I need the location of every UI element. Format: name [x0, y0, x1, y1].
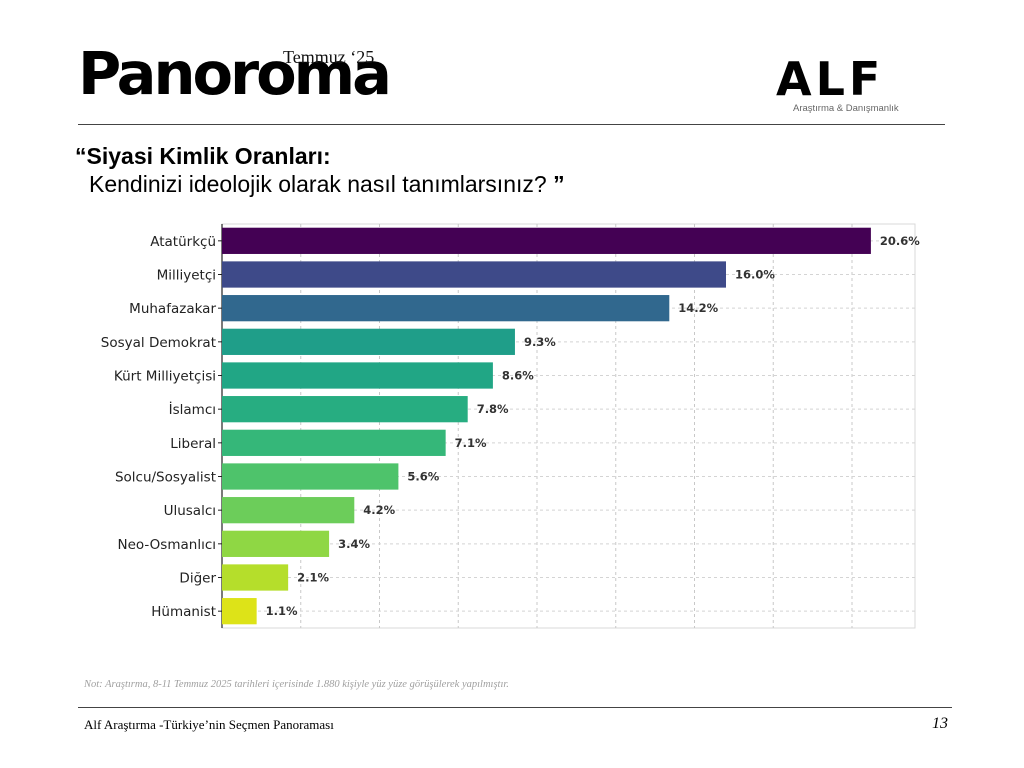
value-label: 1.1%	[266, 604, 298, 618]
value-label: 16.0%	[735, 268, 775, 282]
slide-question-close-quote: ”	[553, 171, 565, 197]
slide-question: Kendinizi ideolojik olarak nasıl tanımla…	[89, 171, 565, 198]
header-divider	[78, 124, 945, 125]
category-label: Liberal	[170, 436, 216, 452]
chart-bars	[222, 227, 871, 625]
category-label: İslamcı	[169, 400, 216, 418]
category-label: Atatürkçü	[150, 234, 216, 250]
category-label: Muhafazakar	[129, 301, 216, 317]
value-label: 9.3%	[524, 335, 556, 349]
value-label: 2.1%	[297, 571, 329, 585]
bar	[222, 530, 330, 557]
bar	[222, 362, 493, 389]
value-label: 8.6%	[502, 369, 534, 383]
bar	[222, 261, 726, 288]
category-label: Hümanist	[151, 604, 216, 620]
bar	[222, 295, 670, 322]
slide-question-text: Kendinizi ideolojik olarak nasıl tanımla…	[89, 171, 547, 197]
bar	[222, 463, 399, 490]
slide-title: “Siyasi Kimlik Oranları:	[75, 143, 331, 169]
alf-logo: ALF	[776, 52, 885, 106]
category-label: Neo-Osmanlıcı	[118, 537, 216, 553]
value-label: 20.6%	[880, 234, 920, 248]
footer-divider	[78, 707, 952, 708]
bar	[222, 564, 289, 591]
bar	[222, 396, 468, 423]
value-label: 7.1%	[455, 436, 487, 450]
bar	[222, 328, 515, 355]
footer-source: Alf Araştırma -Türkiye’nin Seçmen Panora…	[84, 717, 334, 732]
edition-label: Temmuz ‘25	[283, 47, 375, 67]
category-label: Kürt Milliyetçisi	[114, 369, 216, 385]
category-label: Milliyetçi	[157, 268, 216, 284]
panorama-logo: Panoroma	[78, 39, 392, 108]
value-label: 5.6%	[407, 470, 439, 484]
category-label: Sosyal Demokrat	[101, 335, 216, 351]
value-label: 3.4%	[338, 537, 370, 551]
bar	[222, 497, 355, 524]
bar	[222, 227, 871, 254]
bar	[222, 429, 446, 456]
methodology-note: Not: Araştırma, 8-11 Temmuz 2025 tarihle…	[84, 679, 509, 690]
bar	[222, 598, 257, 625]
category-label: Solcu/Sosyalist	[115, 470, 216, 486]
category-label: Ulusalcı	[164, 503, 216, 519]
chart-labels: Atatürkçü 20.6% Milliyetçi 16.0% Muhafazakar…	[101, 234, 920, 620]
category-label: Diğer	[179, 571, 216, 587]
value-label: 14.2%	[678, 301, 718, 315]
value-label: 4.2%	[363, 503, 395, 517]
value-label: 7.8%	[477, 402, 509, 416]
alf-logo-tagline: Araştırma & Danışmanlık	[793, 103, 899, 114]
page-number: 13	[932, 715, 948, 732]
